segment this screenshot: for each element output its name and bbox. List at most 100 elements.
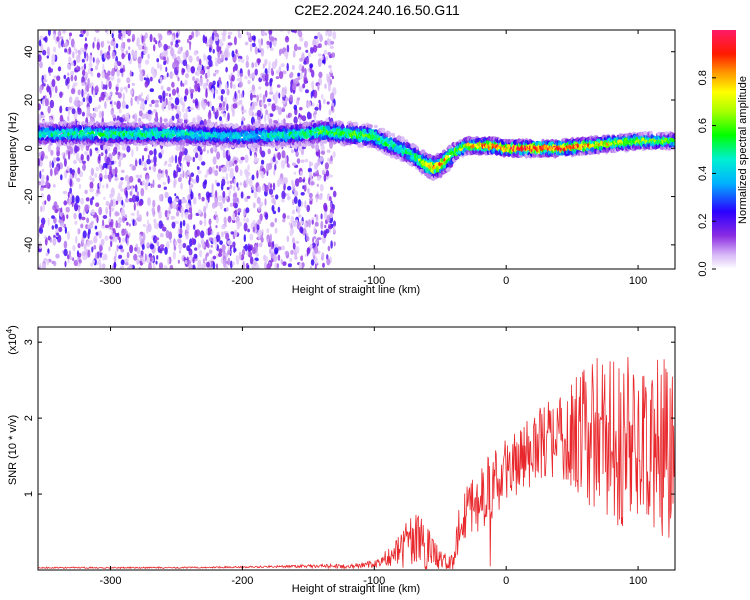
- noise-cell: [262, 63, 265, 69]
- noise-cell: [108, 96, 112, 101]
- noise-cell: [306, 204, 311, 213]
- noise-cell: [174, 193, 177, 197]
- noise-cell: [292, 199, 295, 206]
- noise-cell: [104, 91, 107, 96]
- noise-cell: [67, 191, 70, 199]
- noise-cell: [329, 79, 333, 85]
- noise-cell: [205, 228, 208, 235]
- noise-cell: [112, 30, 115, 34]
- noise-cell: [49, 99, 55, 109]
- noise-cell: [209, 100, 212, 108]
- noise-cell: [119, 68, 124, 74]
- noise-cell: [270, 183, 273, 189]
- noise-cell: [225, 172, 228, 181]
- noise-cell: [118, 159, 122, 168]
- noise-cell: [260, 47, 265, 57]
- noise-cell: [261, 184, 265, 192]
- noise-cell: [315, 197, 318, 203]
- noise-cell: [84, 51, 87, 59]
- noise-cell: [266, 44, 269, 49]
- noise-cell: [226, 180, 230, 185]
- noise-cell: [93, 244, 97, 250]
- noise-cell: [66, 63, 71, 70]
- noise-cell: [114, 60, 118, 70]
- noise-cell: [73, 259, 79, 267]
- noise-cell: [120, 177, 124, 181]
- noise-cell: [41, 114, 46, 119]
- ridge-cell: [133, 141, 138, 146]
- noise-cell: [106, 183, 109, 189]
- noise-cell: [188, 34, 193, 41]
- noise-cell: [108, 246, 111, 252]
- noise-cell: [253, 157, 258, 164]
- noise-cell: [196, 30, 201, 36]
- noise-cell: [132, 219, 135, 227]
- noise-cell: [178, 156, 182, 165]
- noise-cell: [277, 246, 282, 251]
- noise-cell: [150, 159, 153, 164]
- noise-cell: [197, 263, 202, 269]
- noise-cell: [203, 205, 207, 213]
- noise-cell: [93, 36, 97, 42]
- noise-cell: [88, 62, 93, 68]
- noise-cell: [68, 46, 72, 54]
- noise-cell: [221, 178, 226, 186]
- noise-cell: [41, 153, 45, 160]
- noise-cell: [46, 46, 50, 56]
- noise-cell: [94, 225, 98, 230]
- noise-cell: [67, 72, 70, 76]
- noise-cell: [243, 222, 248, 232]
- noise-cell: [319, 184, 324, 192]
- noise-cell: [114, 160, 117, 164]
- noise-cell: [139, 257, 144, 262]
- noise-cell: [324, 224, 327, 229]
- noise-cell: [66, 166, 70, 171]
- noise-cell: [310, 91, 313, 99]
- noise-cell: [96, 41, 101, 51]
- noise-cell: [215, 216, 219, 224]
- noise-cell: [67, 231, 70, 240]
- noise-cell: [102, 219, 105, 227]
- noise-cell: [257, 120, 261, 125]
- noise-cell: [144, 80, 149, 88]
- noise-cell: [229, 260, 233, 269]
- noise-cell: [163, 264, 168, 269]
- noise-cell: [256, 158, 260, 162]
- noise-cell: [313, 89, 318, 99]
- noise-cell: [328, 64, 332, 69]
- noise-cell: [201, 263, 204, 269]
- noise-cell: [63, 200, 68, 206]
- noise-cell: [257, 58, 260, 66]
- noise-cell: [286, 215, 290, 220]
- noise-cell: [239, 169, 243, 177]
- noise-cell: [188, 263, 193, 269]
- noise-cell: [301, 115, 307, 122]
- noise-cell: [149, 103, 153, 108]
- noise-cell: [56, 205, 59, 209]
- noise-cell: [254, 119, 258, 123]
- noise-cell: [150, 183, 153, 189]
- noise-cell: [276, 84, 281, 88]
- noise-cell: [131, 33, 136, 42]
- noise-cell: [262, 94, 266, 103]
- noise-cell: [182, 170, 185, 179]
- noise-cell: [112, 114, 116, 119]
- noise-cell: [138, 201, 143, 206]
- noise-cell: [292, 50, 296, 58]
- noise-cell: [205, 191, 210, 198]
- noise-cell: [108, 80, 112, 90]
- noise-cell: [69, 32, 72, 37]
- noise-cell: [258, 42, 262, 51]
- noise-cell: [326, 101, 330, 105]
- noise-cell: [153, 155, 157, 164]
- noise-cell: [220, 94, 224, 102]
- noise-cell: [71, 108, 76, 115]
- noise-cell: [325, 228, 330, 234]
- noise-cell: [196, 166, 200, 170]
- noise-cell: [158, 34, 163, 41]
- noise-cell: [172, 61, 176, 70]
- noise-cell: [52, 205, 57, 211]
- noise-cell: [199, 77, 204, 87]
- noise-cell: [303, 77, 308, 85]
